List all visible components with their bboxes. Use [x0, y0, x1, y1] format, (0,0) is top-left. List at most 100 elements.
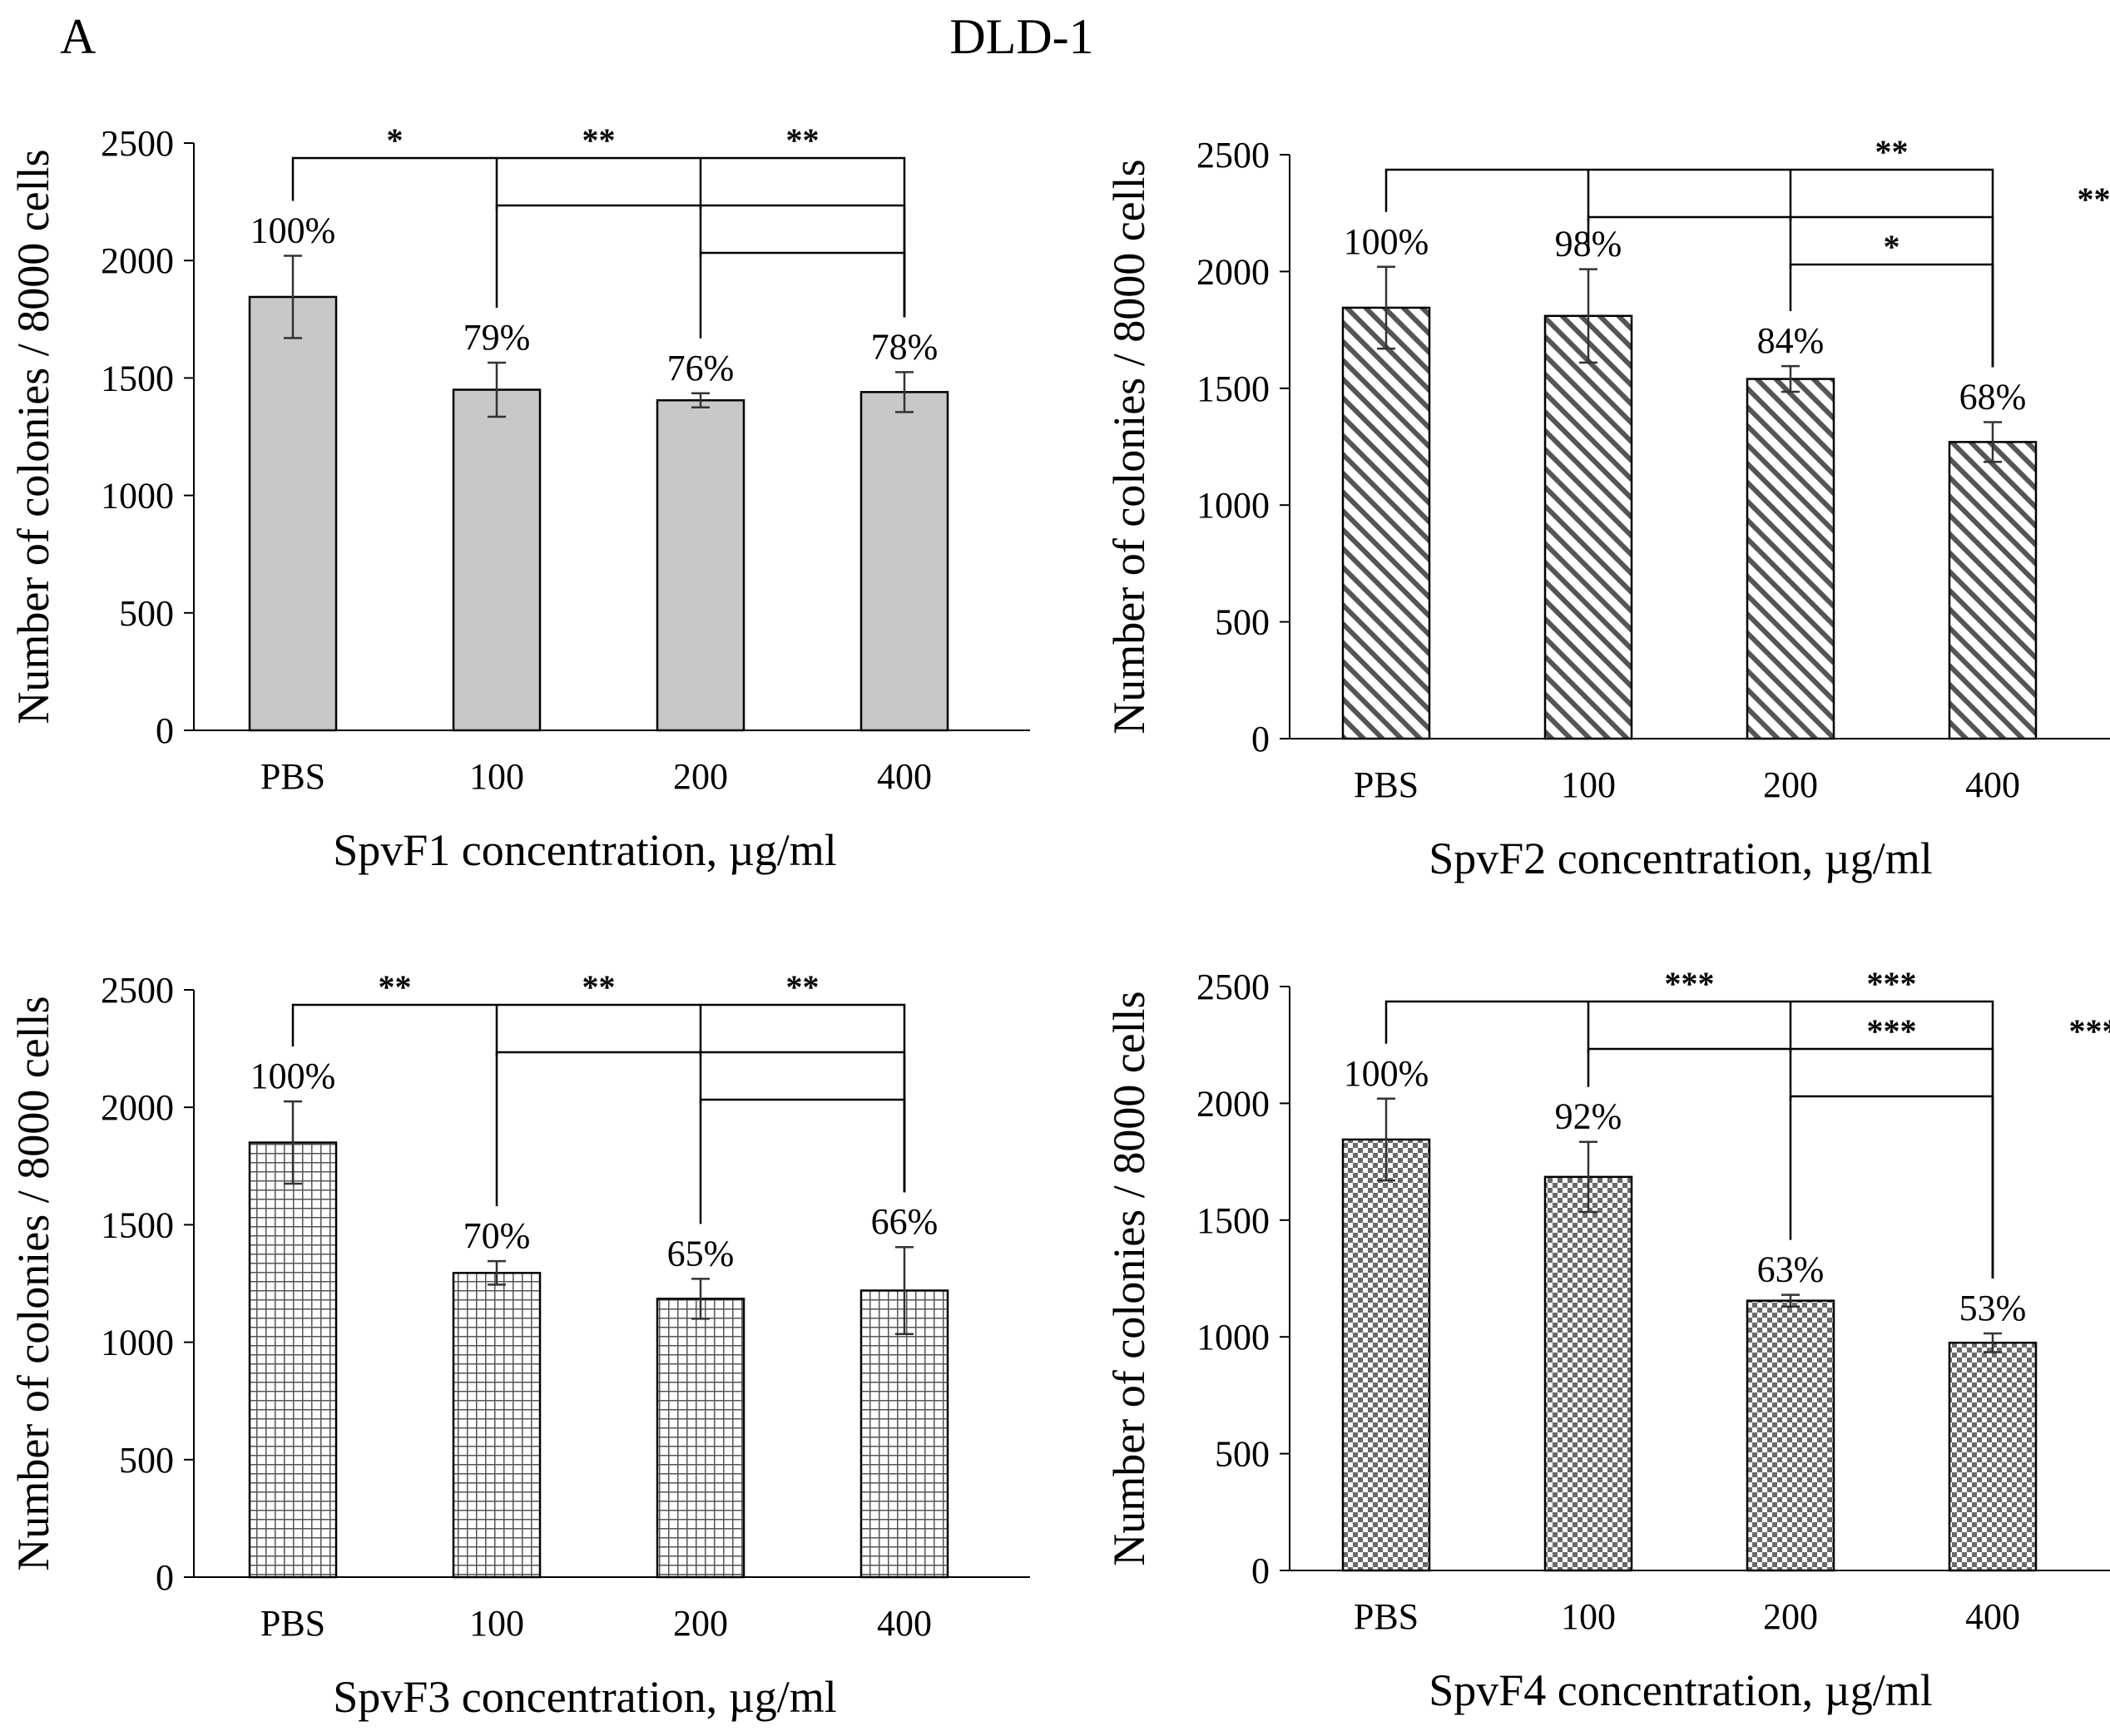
category-label: PBS: [1354, 1596, 1419, 1637]
error-bar: [895, 371, 914, 413]
y-tick-label: 0: [156, 710, 174, 751]
category-label: 100: [1561, 764, 1616, 805]
error-bar: [1377, 265, 1395, 350]
error-bar: [1579, 1140, 1597, 1214]
x-axis-title: SpvF3 concentration, µg/ml: [333, 1672, 837, 1722]
percent-label: 100%: [250, 210, 336, 251]
y-tick-label: 2000: [1196, 1083, 1270, 1124]
bar: [1341, 306, 1431, 740]
panel-letter: A: [60, 9, 96, 64]
category-label: 200: [673, 1603, 728, 1644]
y-tick-label: 500: [1215, 602, 1270, 643]
significance-bracket: [1384, 168, 1994, 368]
significance-stars: ***: [1665, 965, 1715, 1002]
bar: [1746, 378, 1835, 740]
significance-bracket: [291, 156, 906, 318]
bar: [1746, 1299, 1835, 1572]
bar: [859, 1289, 949, 1579]
bar: [1948, 1341, 2038, 1572]
y-tick-label: 500: [119, 1440, 174, 1481]
category-label: PBS: [1354, 764, 1419, 805]
error-bar: [488, 1259, 506, 1286]
significance-bracket: [699, 251, 906, 339]
chart-panel-spvf3: 0 500 1000 1500 2000 2500 Number of colonies /…: [8, 968, 1030, 1722]
y-tick-label: 1500: [101, 1204, 174, 1245]
category-label: 100: [1561, 1596, 1616, 1637]
figure-title: DLD-1: [949, 9, 1093, 64]
percent-label: 100%: [1344, 1053, 1429, 1094]
percent-label: 53%: [1959, 1288, 2027, 1328]
percent-label: 100%: [1344, 221, 1429, 262]
chart-panel-spvf4: 0 500 1000 1500 2000 2500 Number of colonies /…: [1104, 965, 2110, 1715]
error-bar: [895, 1245, 914, 1335]
error-bar: [691, 1278, 710, 1320]
significance-stars: ***: [2069, 1012, 2110, 1050]
significance-bracket: [1789, 263, 1994, 368]
bar: [859, 391, 949, 732]
y-tick-label: 1000: [1196, 485, 1270, 526]
y-tick-label: 2000: [101, 1087, 174, 1128]
error-bar: [1781, 1293, 1800, 1308]
y-tick-label: 0: [156, 1557, 174, 1598]
y-tick-label: 0: [1251, 1551, 1270, 1591]
category-label: 400: [1965, 764, 2020, 805]
percent-label: 65%: [667, 1233, 735, 1274]
y-axis-title: Number of colonies / 8000 cells: [1104, 159, 1154, 734]
significance-stars: *: [387, 121, 404, 159]
significance-bracket: [291, 1003, 906, 1193]
category-label: 200: [1763, 1596, 1818, 1637]
bar: [248, 295, 338, 732]
error-bar: [1579, 268, 1597, 364]
category-label: PBS: [260, 756, 325, 797]
x-axis-title: SpvF4 concentration, µg/ml: [1429, 1665, 1933, 1715]
y-tick-label: 2000: [1196, 251, 1270, 292]
percent-label: 66%: [871, 1201, 939, 1242]
bar: [656, 1298, 745, 1579]
percent-label: 63%: [1757, 1249, 1825, 1290]
y-tick-label: 2500: [101, 123, 174, 164]
category-label: PBS: [260, 1603, 325, 1644]
percent-label: 78%: [871, 326, 939, 367]
error-bar: [284, 255, 302, 339]
y-axis-title: Number of colonies / 8000 cells: [8, 996, 58, 1570]
category-label: 400: [1965, 1596, 2020, 1637]
percent-label: 68%: [1959, 377, 2027, 418]
y-tick-label: 2500: [1196, 967, 1270, 1007]
y-tick-label: 1000: [101, 1323, 174, 1363]
significance-stars: **: [582, 121, 616, 159]
y-axis-title: Number of colonies / 8000 cells: [1104, 991, 1154, 1565]
y-tick-label: 1500: [1196, 1200, 1270, 1241]
bar: [452, 1272, 542, 1579]
significance-stars: **: [582, 968, 616, 1006]
y-tick-label: 1500: [101, 358, 174, 398]
category-label: 200: [673, 756, 728, 797]
y-tick-label: 1500: [1196, 368, 1270, 409]
error-bar: [1781, 364, 1800, 393]
error-bar: [691, 392, 710, 408]
y-tick-label: 1000: [1196, 1317, 1270, 1358]
category-label: 200: [1763, 764, 1818, 805]
chart-panel-spvf2: 0 500 1000 1500 2000 2500 Number of colonies /…: [1104, 133, 2110, 883]
bar: [1948, 441, 2038, 740]
y-tick-label: 2000: [101, 240, 174, 281]
x-axis-title: SpvF1 concentration, µg/ml: [333, 825, 837, 875]
bar: [656, 398, 745, 732]
y-tick-label: 500: [1215, 1434, 1270, 1475]
bar: [1543, 314, 1633, 740]
category-label: 400: [877, 1603, 932, 1644]
error-bar: [284, 1100, 302, 1185]
percent-label: 92%: [1555, 1096, 1622, 1137]
percent-label: 100%: [250, 1056, 336, 1096]
error-bar: [1984, 1332, 2002, 1353]
significance-stars: **: [2078, 181, 2110, 218]
percent-label: 84%: [1757, 320, 1825, 361]
significance-bracket: [1789, 1095, 1994, 1279]
error-bar: [488, 361, 506, 418]
significance-stars: **: [379, 968, 412, 1006]
y-axis-title: Number of colonies / 8000 cells: [8, 149, 58, 724]
percent-label: 79%: [463, 317, 531, 358]
percent-label: 70%: [463, 1215, 531, 1256]
significance-stars: **: [786, 121, 820, 159]
percent-label: 76%: [667, 348, 735, 388]
significance-stars: ***: [1867, 1012, 1917, 1050]
